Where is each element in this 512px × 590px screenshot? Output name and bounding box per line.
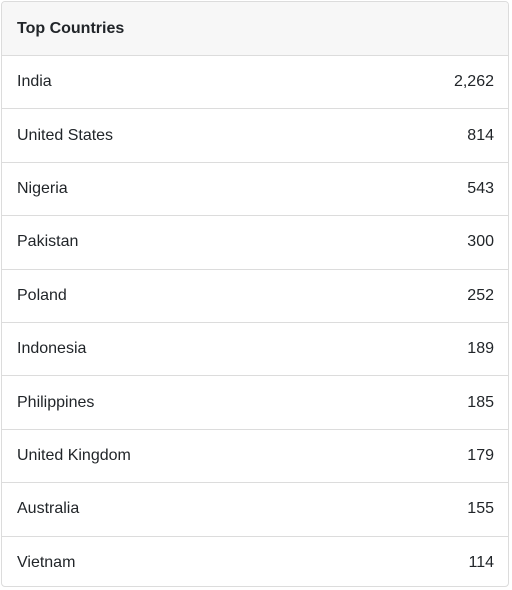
country-name: Vietnam <box>17 554 76 572</box>
list-item: Pakistan 300 <box>2 216 508 270</box>
country-count: 155 <box>467 500 494 518</box>
country-count: 543 <box>467 179 494 197</box>
country-count: 252 <box>467 286 494 304</box>
country-count: 185 <box>467 393 494 411</box>
country-count: 189 <box>467 340 494 358</box>
country-name: United States <box>17 126 114 144</box>
list-item: India 2,262 <box>2 56 508 110</box>
country-name: Nigeria <box>17 179 68 197</box>
country-name: Pakistan <box>17 233 79 251</box>
list-item: Vietnam 114 <box>2 537 508 586</box>
list-item: Indonesia 189 <box>2 323 508 377</box>
panel-title: Top Countries <box>17 19 125 37</box>
list-item: Nigeria 543 <box>2 163 508 217</box>
country-name: United Kingdom <box>17 446 131 464</box>
country-count: 300 <box>467 233 494 251</box>
panel-header: Top Countries <box>2 2 508 56</box>
list-item: Poland 252 <box>2 270 508 323</box>
country-name: Poland <box>17 286 67 304</box>
country-list: India 2,262 United States 814 Nigeria 54… <box>2 56 508 586</box>
country-count: 814 <box>467 126 494 144</box>
list-item: Philippines 185 <box>2 376 508 430</box>
country-count: 114 <box>468 554 494 572</box>
country-name: Australia <box>17 500 80 518</box>
list-item: Australia 155 <box>2 483 508 537</box>
list-item: United Kingdom 179 <box>2 430 508 484</box>
list-item: United States 814 <box>2 109 508 163</box>
country-name: India <box>17 73 52 91</box>
country-count: 2,262 <box>453 73 494 91</box>
country-count: 179 <box>467 446 494 464</box>
country-name: Indonesia <box>17 340 87 358</box>
country-name: Philippines <box>17 393 95 411</box>
